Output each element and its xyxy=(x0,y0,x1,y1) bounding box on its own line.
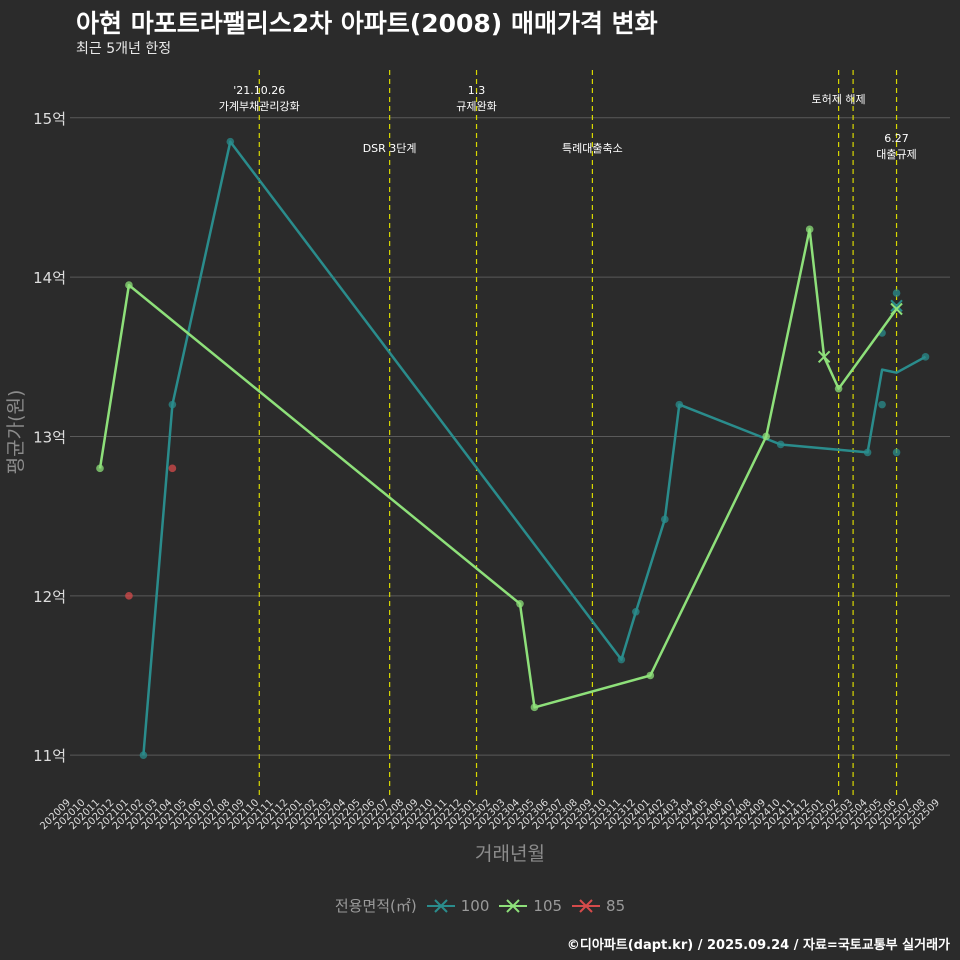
data-point-100 xyxy=(892,289,901,297)
data-point-105 xyxy=(834,384,843,393)
event-label: DSR 3단계 xyxy=(363,142,417,155)
data-point-100 xyxy=(661,515,669,524)
y-tick-label: 14억 xyxy=(33,269,66,287)
event-label: 규제완화 xyxy=(456,100,496,113)
chart-title: 아현 마포트라팰리스2차 아파트(2008) 매매가격 변화 xyxy=(76,9,658,38)
data-point-100 xyxy=(921,353,930,361)
data-point-100 xyxy=(863,448,872,457)
chart-caption: ©디아파트(dapt.kr) / 2025.09.24 / 자료=국토교통부 실… xyxy=(566,938,950,953)
cross-marker-105 xyxy=(890,302,903,316)
data-point-105 xyxy=(125,281,133,289)
data-point-100 xyxy=(776,440,785,449)
legend-key-100 xyxy=(426,898,455,913)
event-label: 6.27 xyxy=(884,132,909,145)
legend-title: 전용면적(㎡) xyxy=(334,897,417,915)
legend-label-105: 105 xyxy=(533,896,563,915)
chart-subtitle: 최근 5개년 한정 xyxy=(76,41,172,57)
y-tick-label: 15억 xyxy=(33,110,66,128)
data-point-100 xyxy=(168,400,177,409)
y-axis-title: 평균가(원) xyxy=(5,390,27,475)
data-point-100 xyxy=(226,137,235,146)
legend-item-85: 85 xyxy=(572,897,625,915)
legend-label-85: 85 xyxy=(606,896,626,915)
y-tick-label: 12억 xyxy=(33,588,66,606)
data-point-85 xyxy=(125,592,133,600)
data-point-105 xyxy=(530,703,539,712)
legend-item-100: 100 xyxy=(426,896,490,915)
data-point-105 xyxy=(762,432,770,441)
data-point-100 xyxy=(617,655,626,664)
data-point-105 xyxy=(805,225,814,234)
event-label: '21.10.26 xyxy=(233,84,285,97)
series-line-100 xyxy=(142,140,927,756)
cross-marker-100 xyxy=(890,299,903,313)
data-point-100 xyxy=(892,448,901,457)
legend: 전용면적(㎡) 100 105 85 xyxy=(0,895,960,916)
event-label: 특례대출축소 xyxy=(562,142,623,155)
data-point-105 xyxy=(516,599,524,608)
data-point-105 xyxy=(646,671,655,680)
legend-key-105 xyxy=(499,898,528,913)
y-tick-label: 11억 xyxy=(33,747,66,765)
data-point-85 xyxy=(168,464,177,473)
event-label: 토허제 해제 xyxy=(812,92,866,106)
event-label: 가계부채관리강화 xyxy=(219,100,300,113)
data-point-100 xyxy=(139,751,148,759)
legend-item-105: 105 xyxy=(499,897,562,915)
data-point-105 xyxy=(96,464,104,473)
x-axis-title: 거래년월 xyxy=(475,843,545,865)
data-point-100 xyxy=(632,607,640,616)
cross-marker-105 xyxy=(817,350,831,364)
series-line-105 xyxy=(98,228,898,709)
data-point-100 xyxy=(878,400,886,409)
event-label: 1.3 xyxy=(468,84,486,97)
legend-label-100: 100 xyxy=(460,896,490,915)
y-tick-label: 13억 xyxy=(33,428,66,446)
legend-key-85 xyxy=(572,898,601,913)
data-point-100 xyxy=(675,400,684,409)
event-label: 대출규제 xyxy=(876,148,916,161)
